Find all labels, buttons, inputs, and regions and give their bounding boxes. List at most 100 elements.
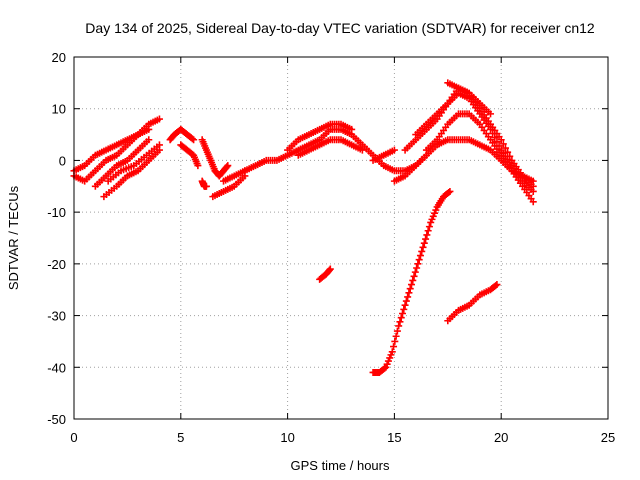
data-point — [446, 187, 454, 195]
series-arc-08 — [198, 136, 232, 180]
data-point — [188, 135, 196, 143]
data-point — [401, 301, 409, 309]
series-arc-05 — [91, 136, 153, 190]
x-tick-label: 25 — [601, 430, 615, 445]
series-arc-09 — [198, 177, 210, 190]
plot-frame — [73, 56, 609, 420]
x-tick-label: 20 — [494, 430, 508, 445]
series-arc-15 — [369, 146, 398, 164]
data-point — [492, 282, 500, 290]
data-point — [145, 136, 153, 144]
data-point — [223, 163, 231, 171]
data-point — [202, 182, 210, 190]
y-tick-label: -40 — [47, 360, 66, 375]
data-point — [388, 348, 396, 356]
series-arc-22 — [422, 110, 537, 206]
data-point — [420, 239, 428, 247]
data-point — [155, 141, 163, 149]
y-tick-label: 10 — [52, 102, 66, 117]
series-arc-23 — [444, 79, 495, 118]
series-arc-03 — [100, 146, 163, 201]
data-point — [504, 148, 512, 156]
data-point — [194, 162, 202, 170]
series-arc-16 — [316, 265, 334, 283]
data-point — [497, 136, 505, 144]
data-point — [390, 343, 398, 351]
data-point — [405, 289, 413, 297]
data-point — [411, 268, 419, 276]
x-axis-label: GPS time / hours — [291, 458, 390, 473]
y-tick-label: -50 — [47, 412, 66, 427]
y-axis-label: SDTVAR / TECUs — [6, 185, 21, 290]
data-point — [419, 243, 427, 251]
data-point — [325, 266, 333, 274]
data-point — [224, 162, 232, 170]
data-point — [422, 235, 430, 243]
data-point — [392, 332, 400, 340]
data-point — [399, 310, 407, 318]
series-arc-18 — [444, 281, 501, 325]
data-point — [396, 318, 404, 326]
data-point — [413, 264, 421, 272]
y-tick-label: 0 — [59, 153, 66, 168]
data-point — [391, 337, 399, 345]
data-point — [487, 125, 495, 133]
data-point — [418, 247, 426, 255]
x-tick-label: 5 — [177, 430, 184, 445]
series-arc-17 — [369, 187, 454, 376]
data-point — [493, 138, 501, 146]
data-point — [393, 327, 401, 335]
data-point — [407, 281, 415, 289]
data-points — [70, 79, 537, 376]
data-point — [409, 276, 417, 284]
data-point — [326, 265, 334, 273]
data-point — [445, 188, 453, 196]
data-point — [489, 130, 497, 138]
data-point — [145, 125, 153, 133]
data-point — [529, 198, 537, 206]
y-tick-label: 20 — [52, 50, 66, 65]
data-point — [406, 285, 414, 293]
data-point — [487, 110, 495, 118]
data-point — [381, 364, 389, 372]
series-arc-02 — [70, 125, 153, 175]
data-point — [416, 252, 424, 260]
data-point — [501, 144, 509, 152]
data-point — [155, 115, 163, 123]
series-arc-10 — [209, 172, 249, 201]
data-point — [395, 322, 403, 330]
series-arc-14 — [294, 136, 366, 159]
series-arc-13 — [284, 120, 356, 154]
y-tick-label: -30 — [47, 309, 66, 324]
data-point — [397, 314, 405, 322]
y-tick-label: -20 — [47, 257, 66, 272]
data-point — [410, 272, 418, 280]
data-point — [358, 146, 366, 154]
data-point — [491, 134, 499, 142]
data-point — [348, 125, 356, 133]
axis-ticks: 0 5 10 15 20 25 -50 -40 -30 -20 -10 0 10 20 — [47, 50, 615, 445]
data-point — [415, 256, 423, 264]
data-point — [499, 140, 507, 148]
series-arc-07 — [177, 141, 202, 170]
data-point — [400, 305, 408, 313]
y-tick-label: -10 — [47, 205, 66, 220]
series-arc-04 — [104, 141, 163, 185]
x-tick-label: 15 — [387, 430, 401, 445]
data-point — [390, 146, 398, 154]
data-point — [529, 187, 537, 195]
x-tick-label: 10 — [280, 430, 294, 445]
series-arc-06 — [166, 125, 198, 144]
data-point — [425, 223, 433, 231]
data-point — [493, 281, 501, 289]
data-point — [414, 260, 422, 268]
x-tick-label: 0 — [70, 430, 77, 445]
data-point — [424, 227, 432, 235]
data-point — [404, 293, 412, 301]
chart-title: Day 134 of 2025, Sidereal Day-to-day VTE… — [85, 20, 595, 36]
data-point — [402, 297, 410, 305]
data-point — [190, 136, 198, 144]
data-point — [423, 231, 431, 239]
grid-lines — [74, 57, 608, 419]
